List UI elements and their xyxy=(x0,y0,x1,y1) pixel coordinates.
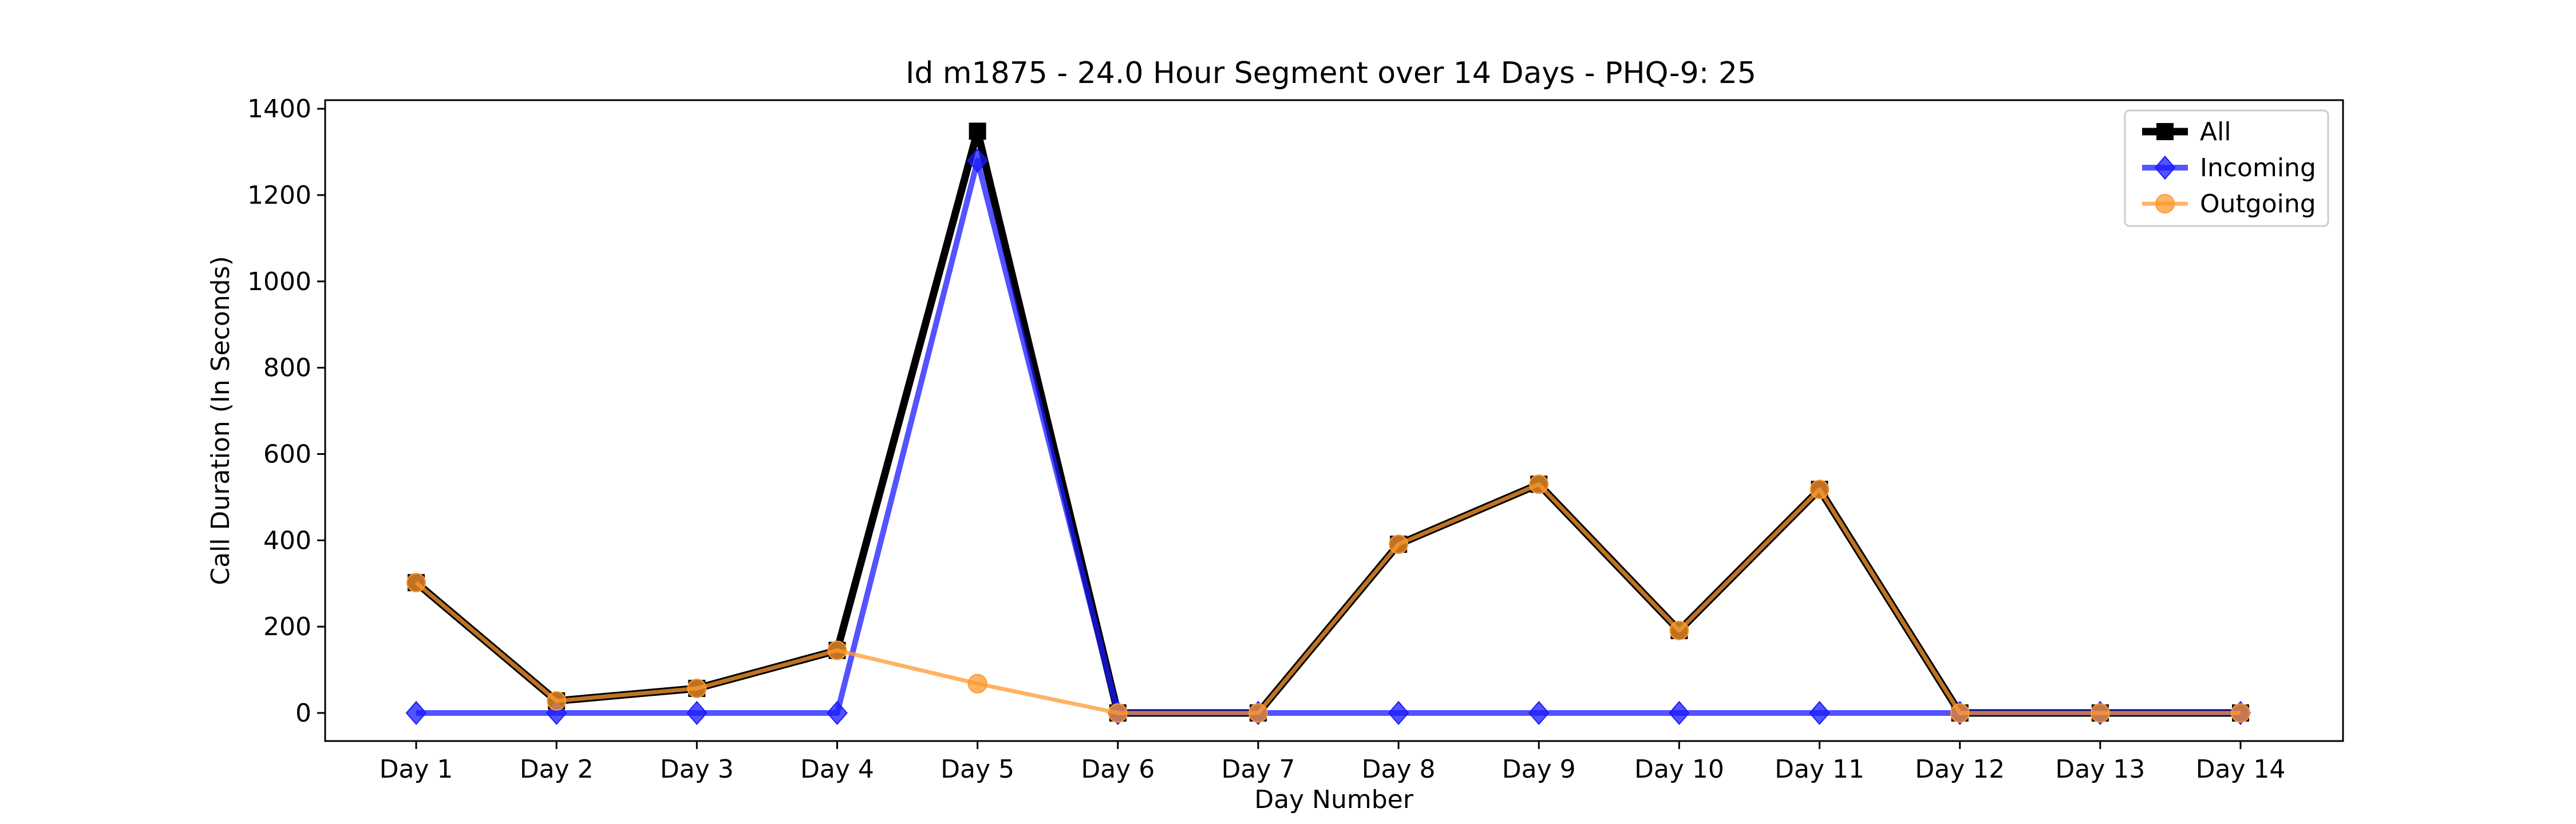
legend: All Incoming Outgoing xyxy=(2124,109,2329,227)
legend-entry-all: All xyxy=(2142,117,2231,146)
y-tick-label: 400 xyxy=(263,526,311,555)
y-tick-label: 0 xyxy=(295,699,311,728)
x-tick-label: Day 14 xyxy=(2196,755,2286,784)
series-line-incoming xyxy=(416,157,2241,716)
x-tick-label: Day 4 xyxy=(800,755,874,784)
series-layer xyxy=(405,122,2251,726)
legend-marker-outgoing xyxy=(2155,194,2175,213)
legend-entry-outgoing: Outgoing xyxy=(2142,189,2316,219)
data-point-outgoing xyxy=(687,678,707,698)
y-tick-label: 200 xyxy=(263,612,311,641)
x-tick-label: Day 8 xyxy=(1362,755,1436,784)
y-tick-label: 800 xyxy=(263,354,311,383)
x-tick-label: Day 13 xyxy=(2055,755,2145,784)
data-point-incoming xyxy=(1669,700,1690,726)
data-point-incoming xyxy=(405,700,427,726)
data-point-outgoing xyxy=(1809,480,1830,500)
legend-marker-incoming xyxy=(2154,155,2176,180)
y-tick-label: 1000 xyxy=(247,267,311,296)
data-point-incoming xyxy=(827,700,848,726)
data-point-incoming xyxy=(1528,700,1550,726)
legend-marker-all xyxy=(2156,123,2174,140)
data-point-incoming xyxy=(967,148,988,173)
data-point-outgoing xyxy=(827,640,847,660)
x-tick-label: Day 7 xyxy=(1221,755,1295,784)
x-tick-label: Day 11 xyxy=(1775,755,1864,784)
y-tick-label: 600 xyxy=(263,439,311,469)
series-line-outgoing xyxy=(414,482,2241,715)
x-tick-label: Day 1 xyxy=(380,755,453,784)
data-point-outgoing xyxy=(1389,534,1409,554)
series-outgoing xyxy=(406,474,2250,723)
data-point-outgoing xyxy=(2090,703,2110,723)
data-point-incoming xyxy=(686,700,708,726)
x-axis-label: Day Number xyxy=(1254,785,1414,814)
data-point-incoming xyxy=(1809,700,1830,726)
x-tick-label: Day 10 xyxy=(1634,755,1724,784)
plot-area xyxy=(324,99,2344,742)
data-point-outgoing xyxy=(1950,703,1970,723)
chart-title: Id m1875 - 24.0 Hour Segment over 14 Day… xyxy=(906,56,1756,90)
x-tick-label: Day 3 xyxy=(660,755,734,784)
x-tick-label: Day 9 xyxy=(1502,755,1576,784)
legend-entry-incoming: Incoming xyxy=(2142,153,2316,183)
y-axis: 0 200 400 600 800 1000 1200 1400 xyxy=(247,94,325,728)
y-axis-label: Call Duration (In Seconds) xyxy=(206,256,235,585)
data-point-outgoing xyxy=(2231,703,2250,723)
data-point-outgoing xyxy=(1669,620,1689,640)
y-tick-label: 1200 xyxy=(247,181,311,210)
x-tick-label: Day 12 xyxy=(1915,755,2005,784)
data-point-outgoing xyxy=(1248,703,1268,723)
x-axis: Day 1 Day 2 Day 3 Day 4 Day 5 Day 6 Day 7 Day 8… xyxy=(380,741,2286,784)
x-tick-label: Day 2 xyxy=(520,755,594,784)
data-point-outgoing xyxy=(967,674,987,694)
data-point-outgoing xyxy=(547,691,567,711)
y-tick-label: 1400 xyxy=(247,94,311,124)
data-point-all xyxy=(969,122,986,140)
data-point-outgoing xyxy=(1529,474,1549,494)
data-point-incoming xyxy=(1388,700,1409,726)
data-point-outgoing xyxy=(1108,703,1128,723)
data-point-outgoing xyxy=(406,573,426,593)
legend-label-all: All xyxy=(2200,117,2231,146)
x-tick-label: Day 6 xyxy=(1081,755,1155,784)
legend-label-outgoing: Outgoing xyxy=(2200,189,2316,219)
x-tick-label: Day 5 xyxy=(941,755,1014,784)
legend-label-incoming: Incoming xyxy=(2200,153,2316,183)
legend-frame xyxy=(2124,109,2329,227)
